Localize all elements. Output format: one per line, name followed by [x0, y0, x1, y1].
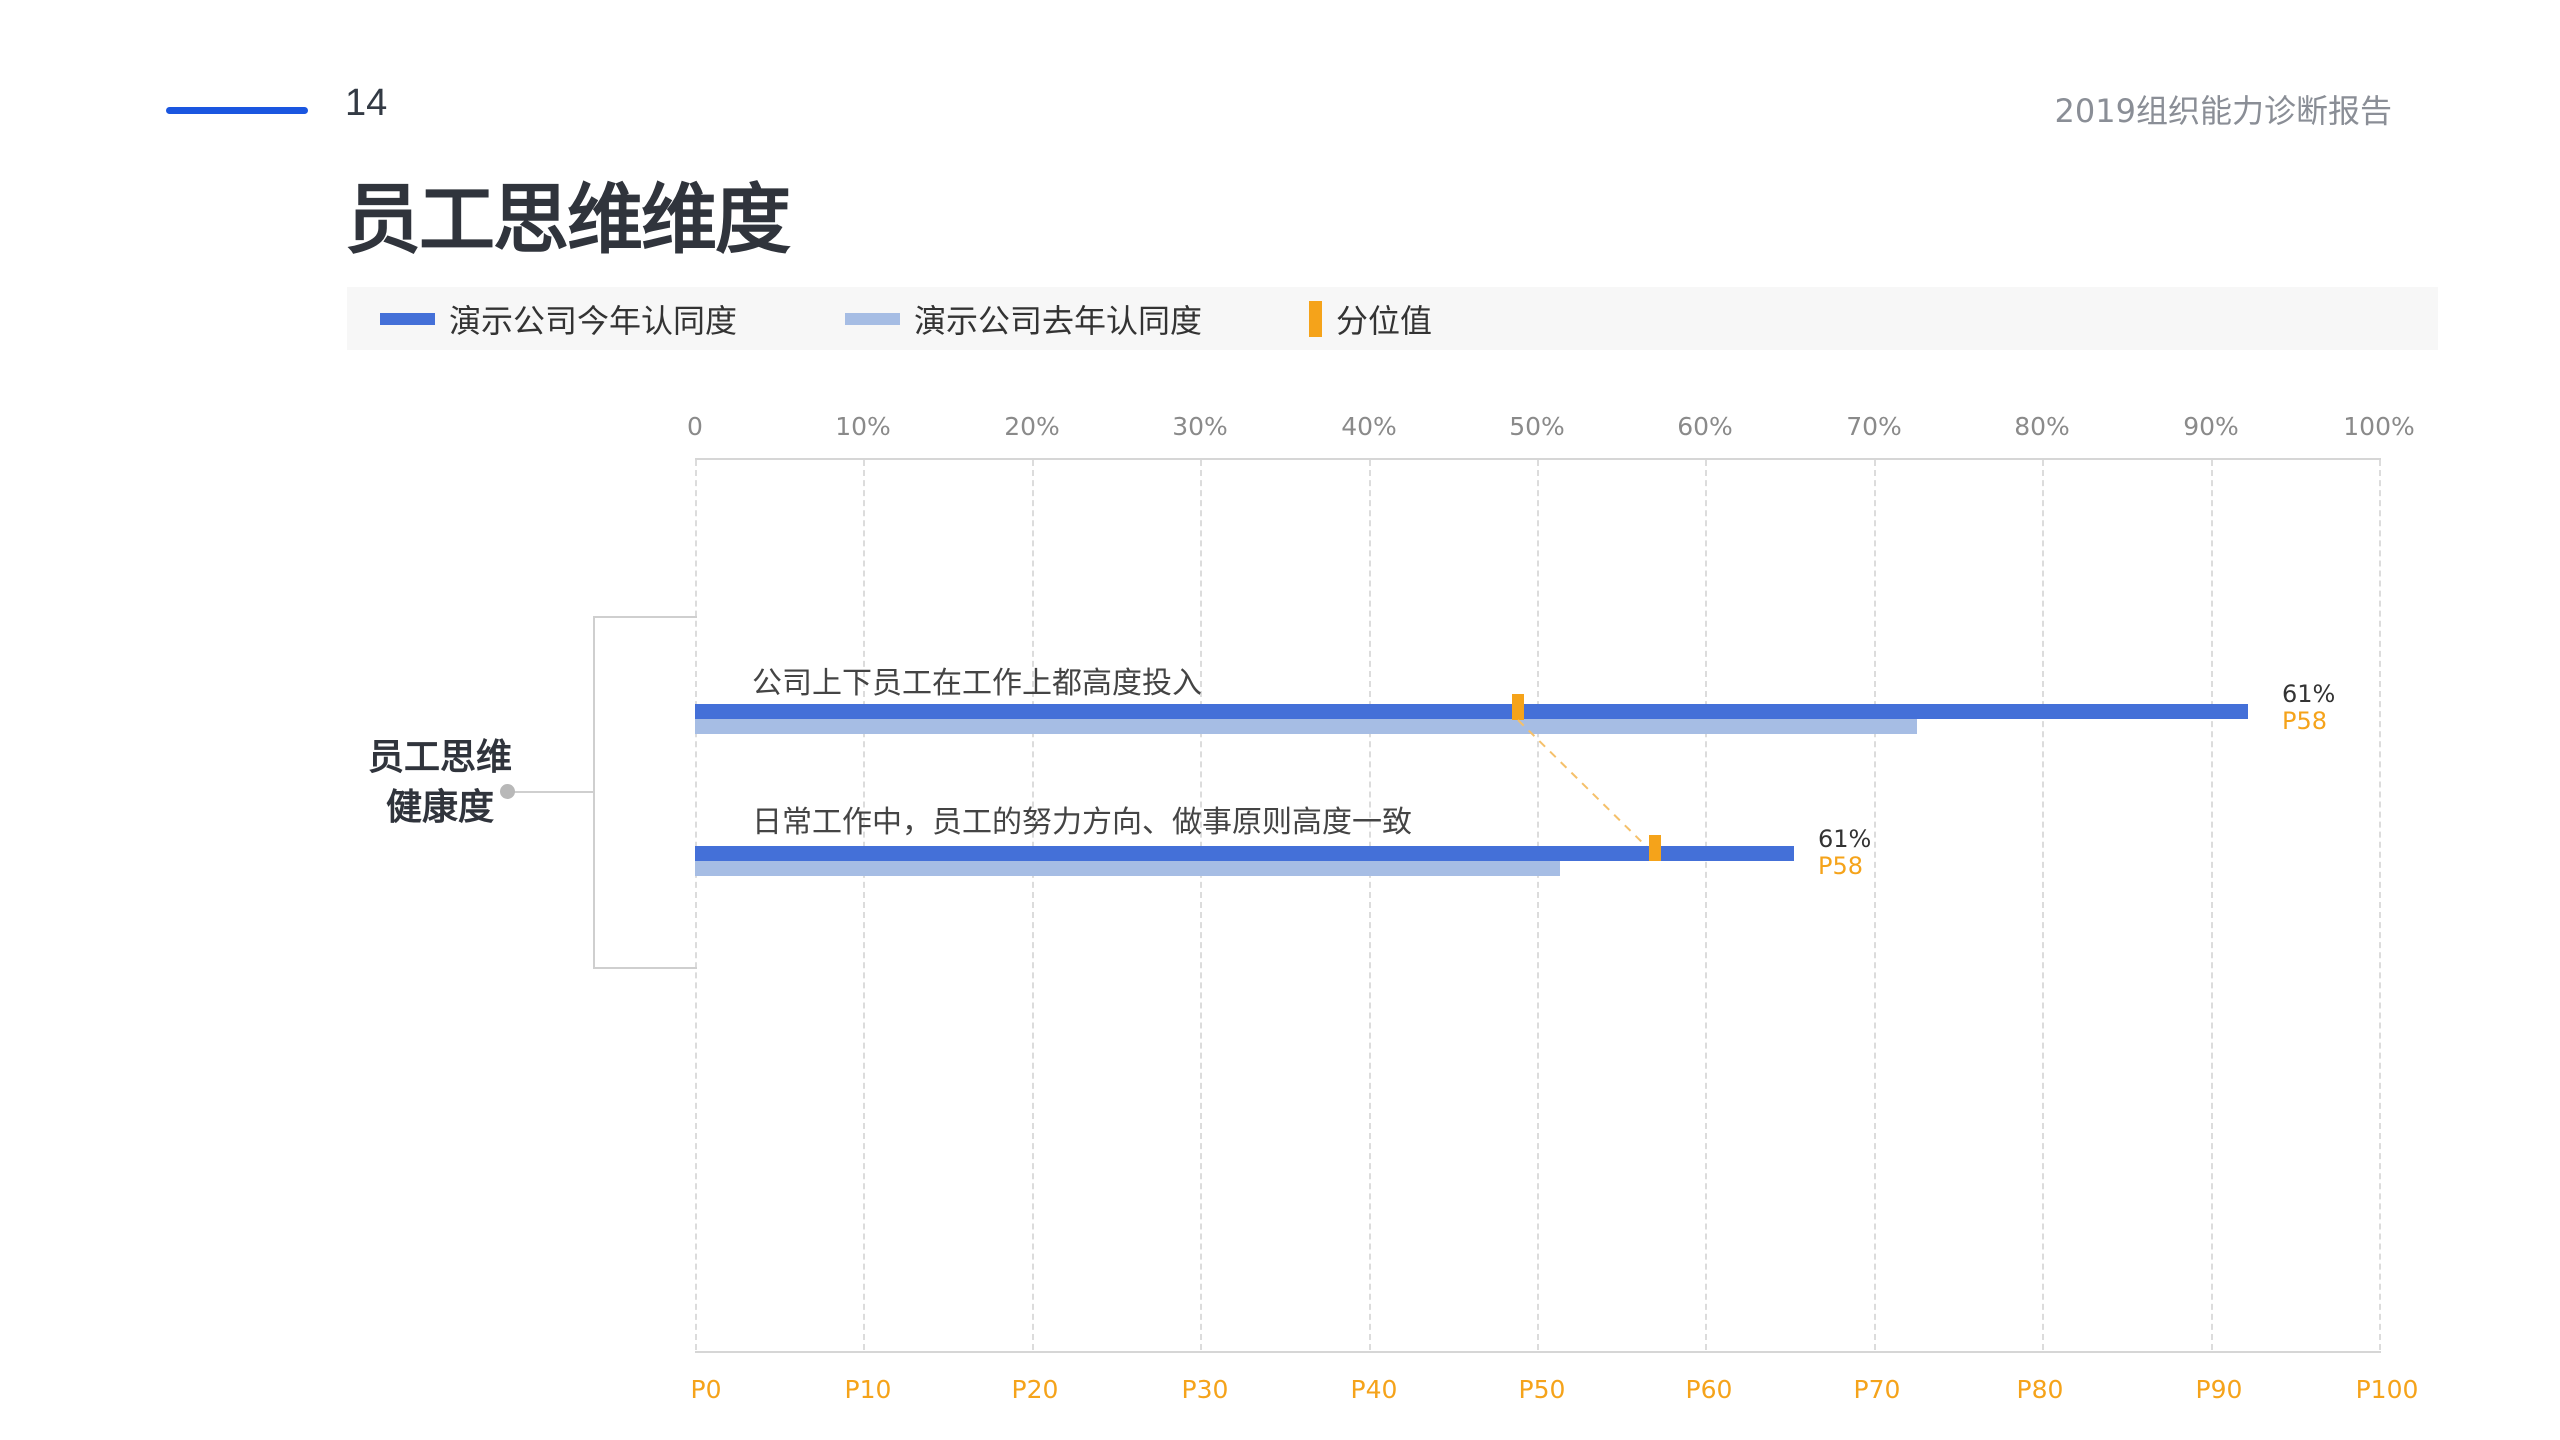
bottom-tick: P10 — [844, 1375, 892, 1404]
bottom-tick: P20 — [1011, 1375, 1059, 1404]
gridline — [863, 460, 865, 1350]
top-tick: 50% — [1509, 412, 1565, 441]
header-accent-line — [166, 107, 308, 114]
legend-label: 分位值 — [1336, 301, 1433, 340]
legend-item-last-year: 演示公司去年认同度 — [845, 287, 1202, 350]
page-title: 员工思维维度 — [345, 175, 791, 264]
bar-this-year[interactable] — [695, 846, 1794, 861]
legend-item-this-year: 演示公司今年认同度 — [380, 287, 737, 350]
value-label: 61% — [2282, 680, 2336, 708]
legend-swatch-percentile — [1309, 300, 1322, 337]
top-tick: 30% — [1172, 412, 1228, 441]
value-label: 61% — [1818, 825, 1872, 853]
top-axis-line — [695, 458, 2381, 460]
bottom-tick: P0 — [690, 1375, 722, 1404]
bar-last-year[interactable] — [695, 719, 1917, 734]
percentile-connector-line — [1517, 719, 1656, 856]
top-tick: 100% — [2343, 412, 2415, 441]
percentile-label: P58 — [1818, 852, 1864, 880]
bottom-tick: P70 — [1853, 1375, 1901, 1404]
gridline — [2042, 460, 2044, 1350]
gridline — [1537, 460, 1539, 1350]
bottom-axis-line — [695, 1351, 2381, 1353]
bottom-tick: P50 — [1518, 1375, 1566, 1404]
bar-this-year[interactable] — [695, 704, 2248, 719]
percentile-label: P58 — [2282, 707, 2328, 735]
legend-label: 演示公司去年认同度 — [914, 301, 1203, 340]
top-tick: 10% — [835, 412, 891, 441]
bottom-tick: P30 — [1181, 1375, 1229, 1404]
gridline — [1369, 460, 1371, 1350]
group-dot — [500, 784, 515, 799]
top-tick: 40% — [1341, 412, 1397, 441]
bottom-tick: P100 — [2355, 1375, 2419, 1404]
bottom-tick: P40 — [1350, 1375, 1398, 1404]
percentile-marker[interactable] — [1512, 694, 1524, 720]
top-tick: 20% — [1004, 412, 1060, 441]
group-connector — [508, 791, 594, 793]
group-label-line1: 员工思维 — [367, 737, 512, 778]
group-label: 员工思维 健康度 — [360, 733, 520, 833]
bottom-tick: P60 — [1685, 1375, 1733, 1404]
gridline — [695, 460, 697, 1350]
legend-item-percentile: 分位值 — [1309, 287, 1432, 350]
top-tick: 60% — [1677, 412, 1733, 441]
legend-swatch-last-year — [845, 312, 900, 325]
group-label-line2: 健康度 — [385, 787, 494, 828]
gridline — [1705, 460, 1707, 1350]
group-bracket — [593, 616, 697, 969]
page-number: 14 — [345, 82, 388, 124]
top-tick: 0 — [687, 412, 703, 441]
gridline — [2211, 460, 2213, 1350]
top-tick: 90% — [2183, 412, 2239, 441]
gridline — [1874, 460, 1876, 1350]
legend-label: 演示公司今年认同度 — [449, 301, 738, 340]
percentile-marker[interactable] — [1649, 835, 1661, 861]
gridline — [1200, 460, 1202, 1350]
row-label: 日常工作中，员工的努力方向、做事原则高度一致 — [752, 805, 1412, 840]
report-title: 2019组织能力诊断报告 — [2054, 92, 2392, 130]
bottom-tick: P90 — [2195, 1375, 2243, 1404]
row-label: 公司上下员工在工作上都高度投入 — [752, 666, 1202, 701]
top-tick: 80% — [2014, 412, 2070, 441]
gridline — [2379, 460, 2381, 1350]
gridline — [1032, 460, 1034, 1350]
bar-last-year[interactable] — [695, 861, 1560, 876]
chart-legend: 演示公司今年认同度 演示公司去年认同度 分位值 — [347, 287, 2438, 350]
bottom-tick: P80 — [2016, 1375, 2064, 1404]
legend-swatch-this-year — [380, 312, 435, 325]
top-tick: 70% — [1846, 412, 1902, 441]
